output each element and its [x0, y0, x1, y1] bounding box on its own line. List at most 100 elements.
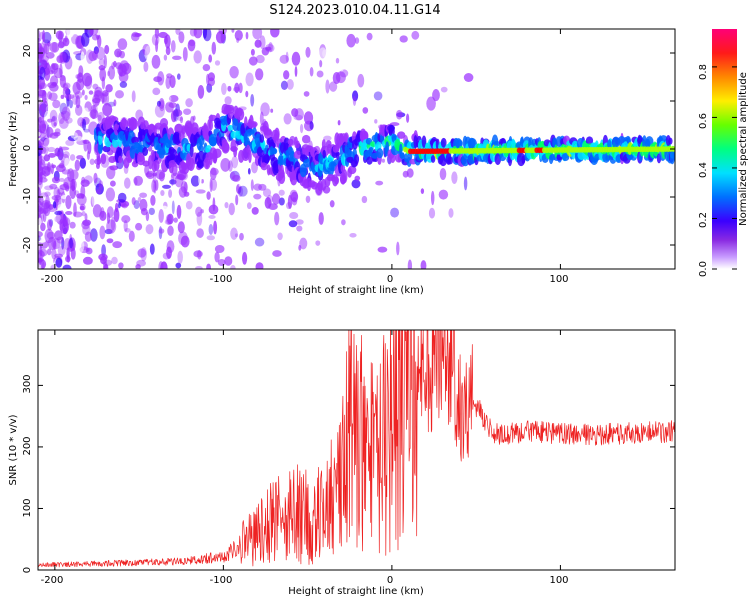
spectrogram-cell [139, 192, 148, 198]
spectrogram-cell [42, 30, 46, 42]
spectrogram-cell [38, 162, 41, 173]
spectrogram-cell [270, 29, 280, 38]
spectrogram-cell [440, 137, 447, 148]
spectrogram-cell [214, 251, 220, 263]
spectrogram-cell [255, 262, 264, 269]
spectrogram-cell [38, 85, 43, 91]
spectrogram-cell [173, 131, 180, 140]
spectrogram-cell [60, 110, 71, 119]
spectrogram-cell [143, 61, 149, 73]
spectrogram-cell [432, 89, 440, 102]
spectrogram-cell [51, 195, 62, 201]
spectrogram-cell [44, 228, 54, 244]
spectrogram-cell [94, 101, 100, 106]
spectrogram-cell [272, 160, 279, 176]
spectrogram-cell [381, 158, 385, 163]
spectrogram-cell [286, 79, 294, 90]
spectrogram-cell [430, 155, 436, 163]
spectrogram-cell [229, 65, 239, 79]
spectrogram-cell [268, 42, 273, 52]
spectrogram-cell [176, 73, 181, 80]
spectrogram-cell [221, 82, 227, 95]
spectrogram-cell [208, 54, 213, 63]
spectrogram-cell [130, 118, 138, 130]
spectrogram-cell [373, 91, 383, 101]
spectrogram-cell [140, 247, 147, 262]
spectrogram-cell [208, 204, 219, 215]
colorbar-ticks [712, 66, 737, 270]
spectrogram-cell [354, 175, 361, 181]
colorbar-tick-label: 0.4 [698, 162, 709, 178]
spectrogram-cell [43, 100, 49, 115]
spectrogram-cell [45, 52, 55, 59]
spectrogram-cell [38, 177, 48, 183]
spectrogram-cell [101, 90, 109, 97]
spectrogram-cell [47, 146, 56, 153]
spectrogram-cell [169, 75, 176, 89]
spectrogram-cell [299, 123, 304, 134]
spectrogram-cell [189, 143, 194, 158]
spectrogram-cell [106, 238, 114, 244]
spectrogram-cell [182, 47, 188, 62]
spectrogram-cell [154, 179, 159, 191]
spectrogram-cell [245, 31, 249, 40]
spectrogram-x-axis-title: Height of straight line (km) [288, 285, 424, 296]
spectrogram-cell [100, 153, 107, 165]
spectrogram-cell [62, 86, 70, 98]
spectrogram-cell [305, 195, 311, 203]
spectrogram-cell [45, 106, 49, 113]
spectrogram-cell [104, 44, 110, 55]
spectrogram-cell [363, 131, 369, 140]
spectrogram-cell [124, 228, 131, 233]
spectrogram-cell [195, 265, 203, 269]
figure-title: S124.2023.010.04.11.G14 [269, 3, 440, 18]
spectrogram-cell [209, 178, 213, 193]
spectrogram-cell [623, 141, 629, 148]
spectrogram-cell [131, 90, 136, 103]
spectrogram-cell [202, 29, 208, 39]
spectrogram-cell [348, 165, 357, 175]
spectrogram-cell [274, 211, 280, 226]
spectrogram-cell [335, 151, 340, 160]
spectrogram-cell [185, 217, 194, 224]
spectrogram-cell [99, 210, 107, 222]
spectrogram-cell [73, 135, 83, 142]
spectrogram-cell [396, 131, 406, 139]
spectrogram-cell [156, 100, 162, 107]
spectrogram-cell [270, 147, 277, 155]
spectrogram-cell [254, 39, 262, 48]
spectrogram-cell [195, 189, 206, 194]
spectrogram-cell [342, 169, 348, 184]
spectrogram-cell [329, 81, 338, 92]
spectrogram-cell [145, 224, 154, 235]
spectrogram-cell [200, 209, 204, 214]
spectrogram-cell [83, 107, 89, 116]
spectrogram-cell [54, 210, 63, 216]
spectrogram-cell [124, 177, 131, 189]
spectrogram-cell [230, 265, 236, 269]
spectrogram-cell [322, 149, 326, 159]
spectrogram-cell [206, 263, 211, 269]
spectrogram-cell [67, 168, 75, 183]
spectrogram-heatmap [38, 29, 675, 269]
spectrogram-cell [175, 29, 181, 35]
spectrogram-cell [291, 51, 301, 66]
spectrogram-cell [118, 155, 123, 164]
spectrogram-cell [193, 29, 203, 39]
spectrogram-cell [180, 235, 190, 248]
spectrogram-cell [38, 141, 43, 147]
spectrogram-cell [224, 201, 229, 209]
spectrogram-cell [232, 174, 241, 182]
spectrogram-cell [84, 175, 93, 185]
spectrogram-cell [411, 30, 420, 40]
spectrogram-cell [190, 122, 199, 134]
spectrogram-cell [52, 201, 57, 209]
spectrogram-cell [101, 76, 106, 90]
spectrogram-cell [192, 115, 196, 121]
spectrogram-cell [76, 239, 85, 253]
spectrogram-cell [585, 136, 594, 145]
spectrogram-cell [42, 163, 51, 171]
spectrogram-cell [287, 138, 294, 146]
spectrogram-cell [140, 208, 148, 216]
spectrogram-cell [43, 154, 51, 162]
